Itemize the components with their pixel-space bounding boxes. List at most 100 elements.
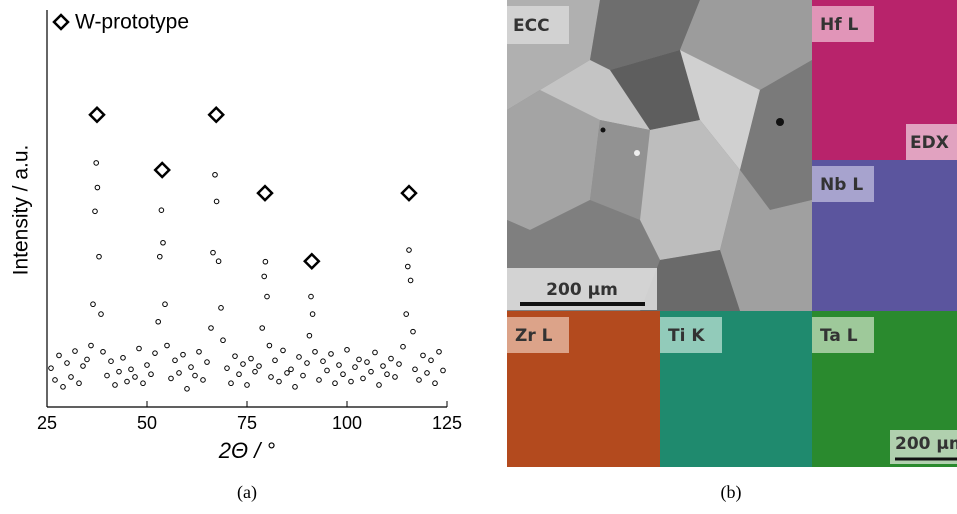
data-point: [124, 378, 130, 385]
data-point: [56, 352, 62, 359]
data-point: [328, 351, 334, 357]
x-tick-label: 75: [237, 413, 257, 433]
data-point: [244, 382, 250, 388]
data-point: [261, 273, 268, 280]
data-point: [368, 368, 374, 375]
label-box: [507, 6, 569, 44]
data-point: [266, 342, 273, 349]
data-point: [52, 377, 58, 383]
data-point: [364, 359, 370, 365]
data-point: [316, 377, 322, 383]
data-point: [184, 385, 190, 392]
data-point: [88, 342, 94, 349]
x-tick-label: 50: [137, 413, 157, 433]
x-axis-label: 2Θ / °: [218, 438, 276, 463]
data-point: [272, 357, 278, 364]
data-point: [176, 370, 182, 376]
scale-bar-label: 200 µm: [546, 280, 618, 300]
data-point: [155, 318, 161, 325]
data-point: [215, 258, 222, 265]
data-point: [380, 363, 386, 369]
data-point: [224, 365, 230, 371]
data-point: [160, 239, 166, 246]
data-point: [108, 358, 114, 364]
data-point: [240, 361, 246, 367]
data-point: [324, 367, 330, 374]
data-point: [416, 377, 422, 383]
data-point: [300, 372, 306, 379]
data-point: [392, 374, 398, 380]
data-point: [90, 301, 96, 308]
data-point: [210, 249, 216, 256]
map-labels: Hf L Nb L Zr L Ti K Ta L: [507, 6, 874, 353]
data-point: [96, 253, 102, 260]
data-point: [93, 160, 99, 166]
label-box: [507, 317, 569, 353]
data-point: [212, 171, 218, 178]
data-point: [256, 363, 262, 369]
data-point: [376, 382, 382, 388]
x-tick-label: 25: [37, 413, 57, 433]
phase-marker: [207, 106, 225, 124]
data-point: [259, 325, 266, 331]
data-point: [148, 371, 154, 378]
edx-label: EDX: [910, 133, 949, 153]
legend-marker: [52, 13, 70, 31]
legend-label: W-prototype: [75, 11, 189, 34]
data-point: [232, 353, 238, 359]
y-axis-label: Intensity / a.u.: [10, 145, 33, 276]
label-box: [812, 317, 874, 353]
data-point: [264, 293, 270, 300]
data-point: [120, 354, 126, 361]
data-point: [424, 370, 430, 376]
data-point: [64, 360, 70, 366]
data-point: [72, 348, 78, 354]
phase-marker: [400, 184, 418, 202]
data-point: [296, 354, 302, 360]
data-point: [436, 348, 442, 355]
map-label: Nb L: [820, 175, 863, 195]
label-box: [660, 317, 722, 353]
data-point: [132, 374, 138, 380]
data-point: [112, 382, 118, 388]
map-label: Hf L: [820, 15, 859, 35]
label-box: [906, 124, 957, 160]
data-point: [400, 343, 406, 350]
data-point: [352, 364, 358, 370]
data-point: [396, 361, 402, 367]
data-point: [304, 360, 310, 366]
data-point: [158, 207, 165, 213]
data-point: [340, 371, 346, 378]
data-point: [384, 371, 390, 378]
data-point: [320, 358, 326, 364]
data-point: [192, 372, 198, 379]
phase-marker: [256, 184, 274, 202]
map-scale: 200 µm: [890, 430, 957, 464]
data-point: [332, 380, 338, 387]
data-point: [98, 311, 104, 317]
data-point: [420, 352, 426, 359]
phase-marker: [303, 252, 321, 271]
data-point: [372, 349, 378, 356]
data-point: [213, 198, 220, 205]
data-point: [388, 355, 394, 362]
data-point: [410, 328, 416, 335]
data-point: [348, 378, 354, 385]
x-tick-label: 125: [432, 413, 462, 433]
data-point: [152, 350, 158, 356]
data-point: [172, 357, 178, 364]
data-point: [200, 377, 206, 383]
data-point: [100, 348, 106, 355]
data-point: [208, 325, 214, 331]
data-point: [440, 367, 446, 374]
data-point: [432, 380, 438, 387]
data-point: [116, 368, 122, 375]
map-label: Ta L: [820, 326, 858, 346]
data-point: [94, 184, 101, 191]
label-box: [812, 166, 874, 202]
data-point: [204, 359, 210, 365]
data-point: [218, 305, 224, 311]
caption: (a): [237, 482, 257, 503]
data-point: [312, 348, 318, 355]
data-point: [356, 356, 362, 363]
